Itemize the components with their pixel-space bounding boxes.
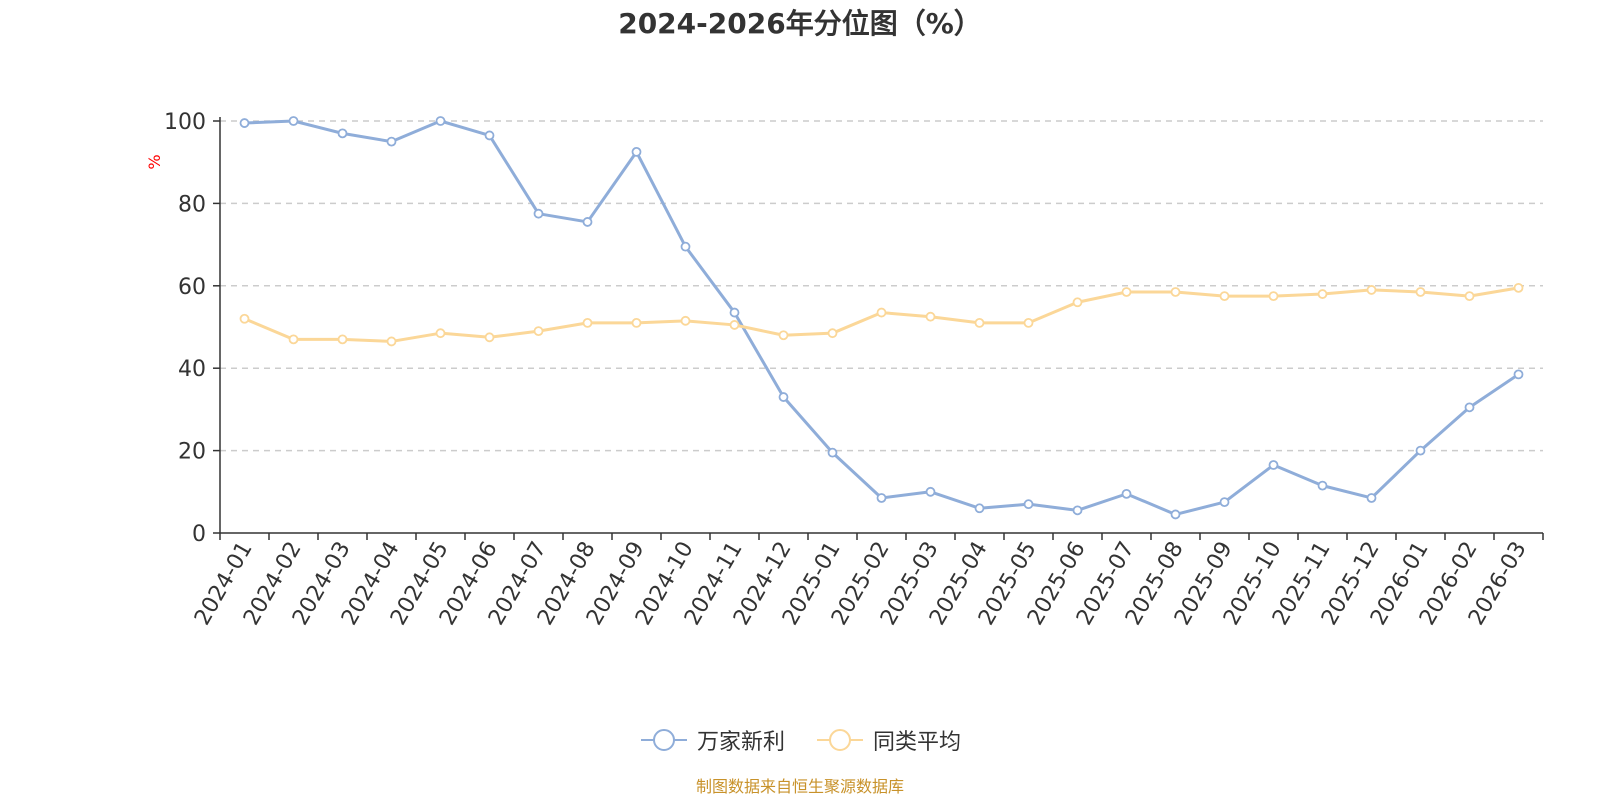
data-point-series-2 <box>239 313 250 324</box>
data-point-series-2 <box>1170 287 1181 297</box>
data-point-series-2 <box>729 320 740 330</box>
data-point-series-1 <box>876 493 887 503</box>
data-point-series-2 <box>484 332 495 343</box>
data-point-series-1 <box>533 208 544 219</box>
data-point-series-1 <box>631 146 642 157</box>
legend-label-series-2: 同类平均 <box>873 730 962 755</box>
data-point-series-2 <box>680 315 691 326</box>
data-point-series-1 <box>1121 488 1132 499</box>
legend-label-series-1: 万家新利 <box>696 730 785 755</box>
axes: 0204060801002024-012024-022024-032024-04… <box>164 110 1544 630</box>
data-point-series-2 <box>1219 291 1230 302</box>
data-point-series-2 <box>827 328 838 339</box>
data-point-series-2 <box>337 334 348 345</box>
data-point-series-2 <box>1121 287 1132 297</box>
data-point-series-1 <box>1219 497 1230 508</box>
data-point-series-1 <box>729 307 740 318</box>
data-point-series-1 <box>1023 499 1034 510</box>
data-point-series-1 <box>1317 480 1328 491</box>
data-point-series-1 <box>1268 460 1279 470</box>
source-note: 制图数据来自恒生聚源数据库 <box>695 777 904 796</box>
data-point-series-1 <box>435 116 446 126</box>
series-lines <box>239 116 1524 520</box>
y-tick-label: 100 <box>164 110 206 135</box>
data-point-series-1 <box>1072 505 1083 516</box>
data-point-series-1 <box>1366 493 1377 503</box>
data-point-series-1 <box>974 503 985 514</box>
data-point-series-2 <box>876 307 887 318</box>
data-point-series-1 <box>386 136 397 147</box>
data-point-series-2 <box>1415 287 1426 297</box>
data-point-series-2 <box>288 334 299 345</box>
y-tick-label: 40 <box>178 357 206 382</box>
data-point-series-2 <box>386 336 397 347</box>
data-point-series-2 <box>925 311 936 322</box>
y-tick-label: 80 <box>178 192 206 217</box>
data-point-series-1 <box>288 116 299 126</box>
y-tick-label: 60 <box>178 275 206 300</box>
data-point-series-1 <box>239 118 250 128</box>
data-point-series-1 <box>827 447 838 458</box>
grid-lines <box>220 120 1543 452</box>
data-point-series-2 <box>1513 282 1524 293</box>
data-point-series-2 <box>1268 291 1279 302</box>
chart-title: 2024-2026年分位图（%） <box>618 7 982 40</box>
data-point-series-1 <box>778 392 789 402</box>
data-point-series-2 <box>582 317 593 328</box>
data-point-series-1 <box>1415 445 1426 456</box>
data-point-series-2 <box>778 330 789 341</box>
data-point-series-1 <box>925 486 936 497</box>
data-point-series-1 <box>1170 509 1181 520</box>
data-point-series-2 <box>435 328 446 339</box>
series-line-1 <box>244 119 1520 516</box>
data-point-series-1 <box>484 130 495 141</box>
data-point-series-1 <box>582 217 593 227</box>
data-point-series-2 <box>1366 285 1377 295</box>
legend-marker-series-2 <box>817 729 863 751</box>
y-axis-label: % <box>145 154 164 169</box>
data-point-series-1 <box>1513 369 1524 380</box>
legend-marker-series-1 <box>640 729 687 751</box>
y-tick-label: 20 <box>178 440 206 465</box>
data-point-series-2 <box>533 326 544 337</box>
data-point-series-2 <box>1072 297 1083 308</box>
legend: 万家新利 同类平均 <box>0 722 1600 758</box>
data-point-series-1 <box>680 241 691 252</box>
data-point-series-2 <box>1317 289 1328 299</box>
y-tick-label: 0 <box>192 522 206 547</box>
data-point-series-1 <box>337 128 348 139</box>
data-point-series-2 <box>631 317 642 328</box>
data-point-series-2 <box>974 317 985 328</box>
data-point-series-2 <box>1023 317 1034 328</box>
data-point-series-1 <box>1464 402 1475 413</box>
legend-item-series-1[interactable]: 万家新利 <box>639 724 785 756</box>
data-point-series-2 <box>1464 291 1475 302</box>
legend-item-series-2[interactable]: 同类平均 <box>815 724 961 756</box>
